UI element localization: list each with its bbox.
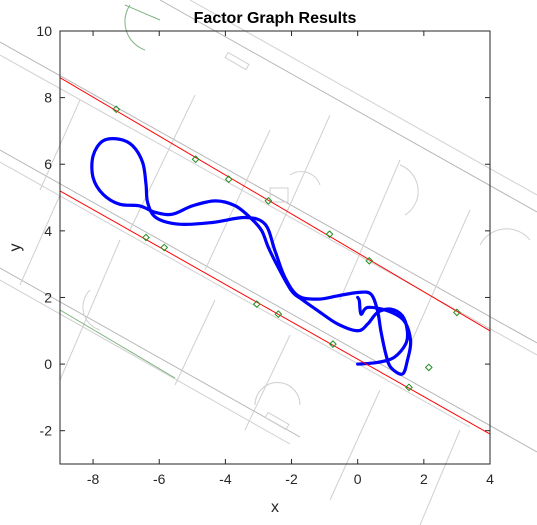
x-tick-label: 2 <box>420 471 428 487</box>
y-tick-label: 0 <box>44 356 52 372</box>
floor-plan-partition <box>59 239 121 381</box>
y-axis-label: y <box>7 244 24 252</box>
floor-plan-partition <box>244 334 291 431</box>
landmark-marker <box>160 243 169 252</box>
landmark-marker <box>264 196 273 205</box>
x-tick-label: -8 <box>87 471 100 487</box>
floor-plan-window <box>264 411 290 431</box>
floor-plan-door <box>289 171 321 186</box>
plot-series-group <box>60 77 490 435</box>
floor-plan-wall <box>0 149 537 453</box>
landmark-marker <box>274 310 283 319</box>
landmark-marker <box>328 340 337 348</box>
axis-ticks: -8 -6 -4 -2 0 2 4 -2 0 2 4 6 8 10 <box>36 23 494 487</box>
floor-plan-partition <box>339 159 401 301</box>
landmark-marker <box>405 383 413 392</box>
floor-plan-wall <box>189 0 537 196</box>
landmark-marker <box>191 155 200 164</box>
floor-plan-door <box>479 228 531 246</box>
landmark-line <box>60 190 490 435</box>
y-tick-label: 8 <box>44 90 52 106</box>
floor-plan-wall <box>0 279 291 445</box>
floor-plan-door <box>399 164 419 216</box>
x-axis-label: x <box>271 499 279 516</box>
floor-plan-wall <box>59 309 176 379</box>
x-tick-label: -6 <box>153 471 166 487</box>
x-tick-label: -4 <box>219 471 232 487</box>
floor-plan-wall <box>0 54 537 356</box>
floor-plan-partition <box>19 194 61 286</box>
landmark-marker <box>142 233 150 242</box>
landmark-marker <box>224 175 233 184</box>
floor-plan-partition <box>269 114 331 251</box>
landmark-marker <box>453 308 461 317</box>
floor-plan-door <box>82 289 101 331</box>
landmark-marker <box>424 363 433 372</box>
y-tick-label: 6 <box>44 156 52 172</box>
axes-frame <box>59 30 491 465</box>
landmark-marker <box>325 230 334 239</box>
floor-plan-window <box>224 51 250 71</box>
x-tick-label: 0 <box>354 471 362 487</box>
floor-plan-partition <box>204 129 271 271</box>
floor-plan-wall <box>0 267 301 438</box>
floor-plan-wall <box>0 161 471 428</box>
floor-plan-wall <box>159 0 537 213</box>
floor-plan-partition <box>174 299 216 386</box>
floor-plan-partition <box>409 209 471 346</box>
floor-plan-door <box>254 382 301 406</box>
floor-plan-column <box>269 187 289 203</box>
plot-area <box>60 77 490 435</box>
y-tick-label: -2 <box>40 423 53 439</box>
floor-plan-wall <box>0 41 537 344</box>
trajectory-line <box>90 137 413 376</box>
chart-title: Factor Graph Results <box>194 10 357 27</box>
landmark-line <box>60 77 490 332</box>
y-tick-label: 4 <box>44 223 52 239</box>
landmark-marker <box>252 300 261 309</box>
x-tick-label: -2 <box>285 471 298 487</box>
landmark-marker <box>112 105 121 114</box>
landmark-marker <box>365 256 374 265</box>
y-tick-label: 2 <box>44 289 52 305</box>
y-tick-label: 10 <box>36 23 52 39</box>
floor-plan-partition <box>329 389 381 501</box>
floor-plan-partition <box>419 429 461 525</box>
x-tick-label: 4 <box>486 471 494 487</box>
floor-plan-wall <box>124 4 161 21</box>
